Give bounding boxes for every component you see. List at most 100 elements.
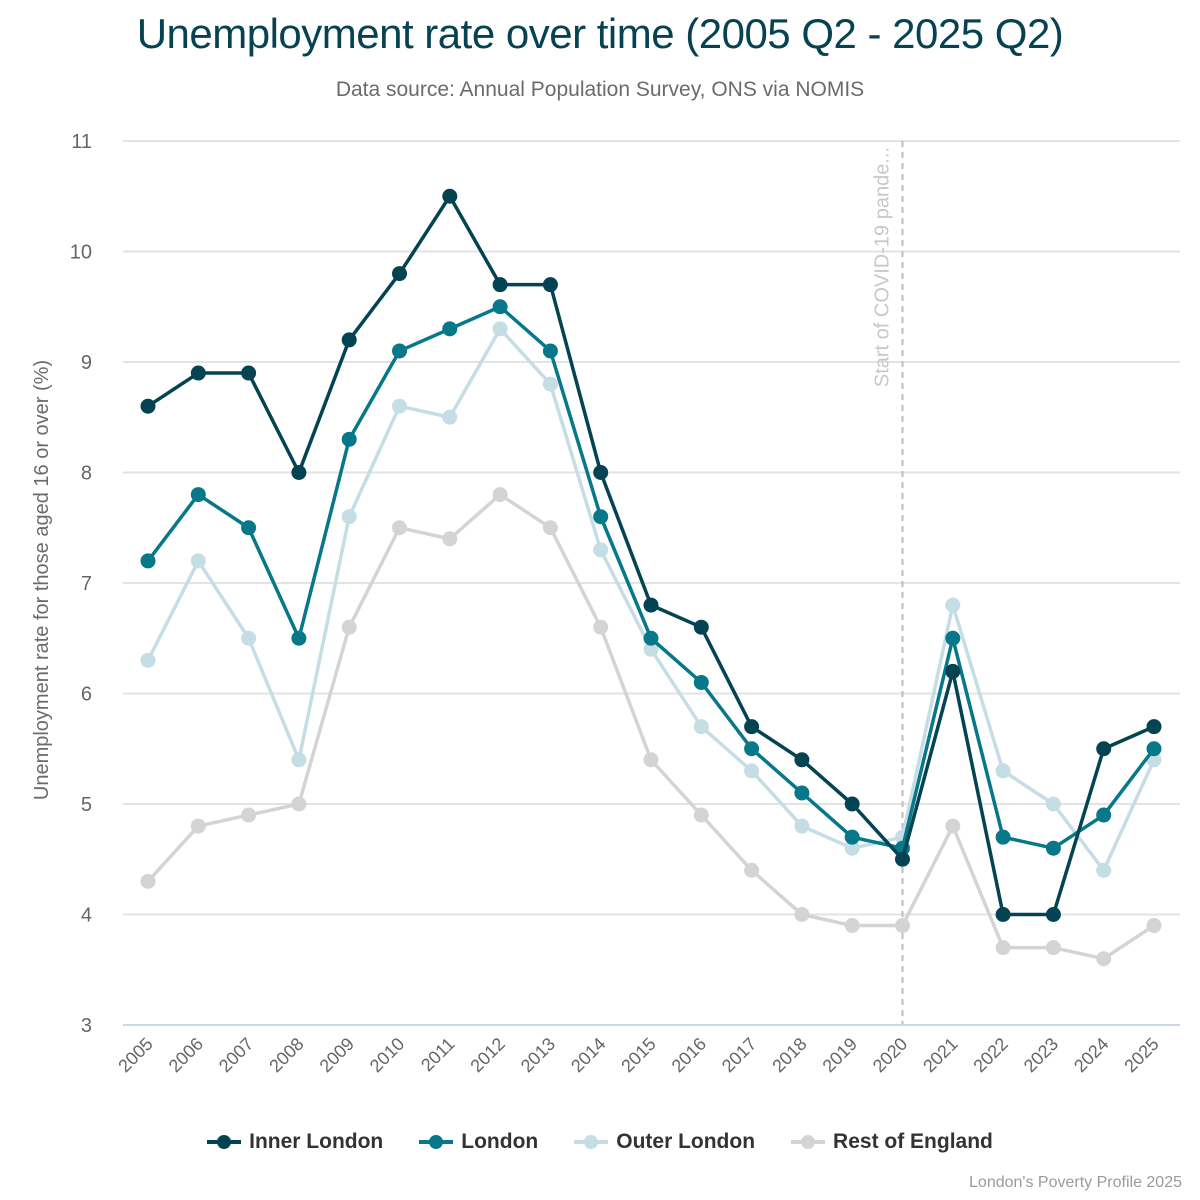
- data-point[interactable]: [693, 674, 709, 690]
- data-point[interactable]: [844, 840, 860, 856]
- x-tick-label: 2022: [969, 1034, 1011, 1076]
- data-point[interactable]: [291, 465, 307, 480]
- data-point[interactable]: [1146, 719, 1162, 735]
- data-point[interactable]: [140, 553, 156, 569]
- data-point[interactable]: [241, 520, 257, 536]
- data-point[interactable]: [643, 641, 659, 657]
- data-point[interactable]: [492, 321, 508, 337]
- data-point[interactable]: [593, 619, 609, 635]
- data-point[interactable]: [392, 520, 407, 536]
- data-point[interactable]: [895, 918, 910, 934]
- data-point[interactable]: [995, 907, 1011, 922]
- y-axis-ticks: 3 4 5 6 7 8 9 10 11: [70, 131, 92, 1037]
- data-point[interactable]: [693, 807, 709, 823]
- data-point[interactable]: [291, 796, 307, 812]
- data-point[interactable]: [794, 752, 810, 768]
- data-point[interactable]: [140, 873, 156, 889]
- data-point[interactable]: [542, 343, 558, 359]
- y-tick-label: 8: [81, 463, 92, 485]
- data-point[interactable]: [995, 940, 1011, 956]
- data-point[interactable]: [794, 907, 810, 922]
- data-point[interactable]: [744, 763, 760, 779]
- data-point[interactable]: [844, 918, 860, 934]
- data-point[interactable]: [643, 630, 659, 646]
- data-point[interactable]: [341, 431, 357, 447]
- legend-item-outer-london[interactable]: Outer London: [574, 1130, 755, 1154]
- data-point[interactable]: [542, 376, 558, 392]
- data-point[interactable]: [291, 630, 307, 646]
- data-point[interactable]: [241, 630, 257, 646]
- legend-item-london[interactable]: London: [419, 1130, 538, 1154]
- series-group: [140, 188, 1162, 967]
- series-line-rest-of-england: [146, 492, 1155, 961]
- legend-item-inner-london[interactable]: Inner London: [207, 1130, 383, 1154]
- data-point[interactable]: [442, 531, 458, 547]
- data-point[interactable]: [542, 277, 558, 293]
- data-point[interactable]: [341, 619, 357, 635]
- data-point[interactable]: [1045, 796, 1061, 812]
- data-point[interactable]: [442, 321, 458, 337]
- x-tick-label: 2016: [668, 1034, 710, 1076]
- data-point[interactable]: [492, 487, 508, 503]
- data-point[interactable]: [844, 829, 860, 845]
- data-point[interactable]: [542, 520, 558, 536]
- chart-subtitle: Data source: Annual Population Survey, O…: [335, 78, 865, 101]
- data-point[interactable]: [341, 509, 357, 525]
- chart-title: Unemployment rate over time (2005 Q2 - 2…: [136, 10, 1064, 57]
- data-point[interactable]: [241, 807, 257, 823]
- data-point[interactable]: [492, 299, 508, 315]
- data-point[interactable]: [895, 851, 910, 867]
- data-point[interactable]: [995, 829, 1011, 845]
- data-point[interactable]: [593, 509, 609, 525]
- data-point[interactable]: [140, 398, 156, 414]
- data-point[interactable]: [945, 818, 961, 834]
- data-point[interactable]: [693, 619, 709, 635]
- data-point[interactable]: [945, 630, 961, 646]
- data-point[interactable]: [794, 785, 810, 801]
- data-point[interactable]: [945, 663, 961, 679]
- data-point[interactable]: [291, 752, 307, 768]
- data-point[interactable]: [693, 719, 709, 735]
- data-point[interactable]: [341, 332, 357, 348]
- data-point[interactable]: [392, 343, 407, 359]
- data-point[interactable]: [643, 752, 659, 768]
- data-point[interactable]: [995, 763, 1011, 779]
- x-tick-label: 2007: [215, 1034, 257, 1076]
- data-point[interactable]: [190, 553, 206, 569]
- x-tick-label: 2012: [466, 1034, 508, 1076]
- data-point[interactable]: [844, 796, 860, 812]
- legend-marker-icon: [419, 1132, 454, 1152]
- data-point[interactable]: [643, 597, 659, 613]
- data-point[interactable]: [241, 365, 257, 381]
- data-point[interactable]: [442, 188, 458, 204]
- data-point[interactable]: [1096, 951, 1112, 967]
- data-point[interactable]: [190, 487, 206, 503]
- data-point[interactable]: [1045, 940, 1061, 956]
- data-point[interactable]: [392, 398, 407, 414]
- data-point[interactable]: [744, 862, 760, 878]
- data-point[interactable]: [1146, 918, 1162, 934]
- data-point[interactable]: [593, 465, 609, 480]
- data-point[interactable]: [1045, 907, 1061, 922]
- data-point[interactable]: [1096, 741, 1112, 757]
- data-point[interactable]: [744, 741, 760, 757]
- data-point[interactable]: [140, 652, 156, 668]
- data-point[interactable]: [1096, 862, 1112, 878]
- data-point[interactable]: [945, 597, 961, 613]
- data-point[interactable]: [1096, 807, 1112, 823]
- data-point[interactable]: [1045, 840, 1061, 856]
- data-point[interactable]: [392, 266, 407, 282]
- x-tick-label: 2025: [1120, 1034, 1162, 1076]
- data-point[interactable]: [744, 719, 760, 735]
- legend-item-rest-of-england[interactable]: Rest of England: [791, 1130, 993, 1154]
- data-point[interactable]: [442, 409, 458, 425]
- x-tick-label: 2021: [919, 1034, 961, 1076]
- gridlines: [123, 140, 1180, 916]
- data-point[interactable]: [1146, 741, 1162, 757]
- data-point[interactable]: [190, 365, 206, 381]
- x-tick-label: 2018: [768, 1034, 810, 1076]
- data-point[interactable]: [593, 542, 609, 558]
- data-point[interactable]: [190, 818, 206, 834]
- data-point[interactable]: [492, 277, 508, 293]
- data-point[interactable]: [794, 818, 810, 834]
